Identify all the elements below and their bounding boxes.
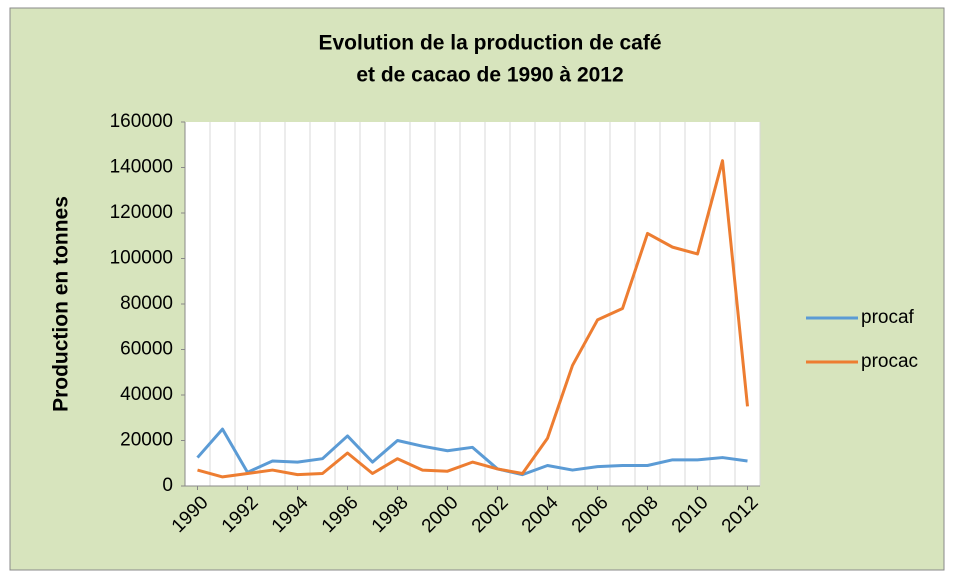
y-tick-label: 100000: [110, 248, 173, 269]
y-tick-label: 20000: [120, 430, 173, 451]
series-line: [196, 427, 748, 477]
chart-title: Evolution de la production de café: [318, 32, 661, 55]
y-tick-label: 140000: [110, 157, 173, 178]
series-line: [197, 159, 749, 479]
y-tick-label: 160000: [110, 111, 173, 132]
chart-title: et de cacao de 1990 à 2012: [356, 64, 623, 87]
plot-area: [185, 122, 760, 486]
y-tick-label: 80000: [120, 293, 173, 314]
y-tick-label: 0: [162, 475, 173, 496]
y-tick-label: 120000: [110, 202, 173, 223]
y-tick-label: 60000: [120, 339, 173, 360]
legend-label: procac: [861, 351, 918, 372]
y-tick-label: 40000: [120, 384, 173, 405]
legend-label: procaf: [861, 307, 915, 328]
y-axis-label: Production en tonnes: [50, 196, 73, 412]
